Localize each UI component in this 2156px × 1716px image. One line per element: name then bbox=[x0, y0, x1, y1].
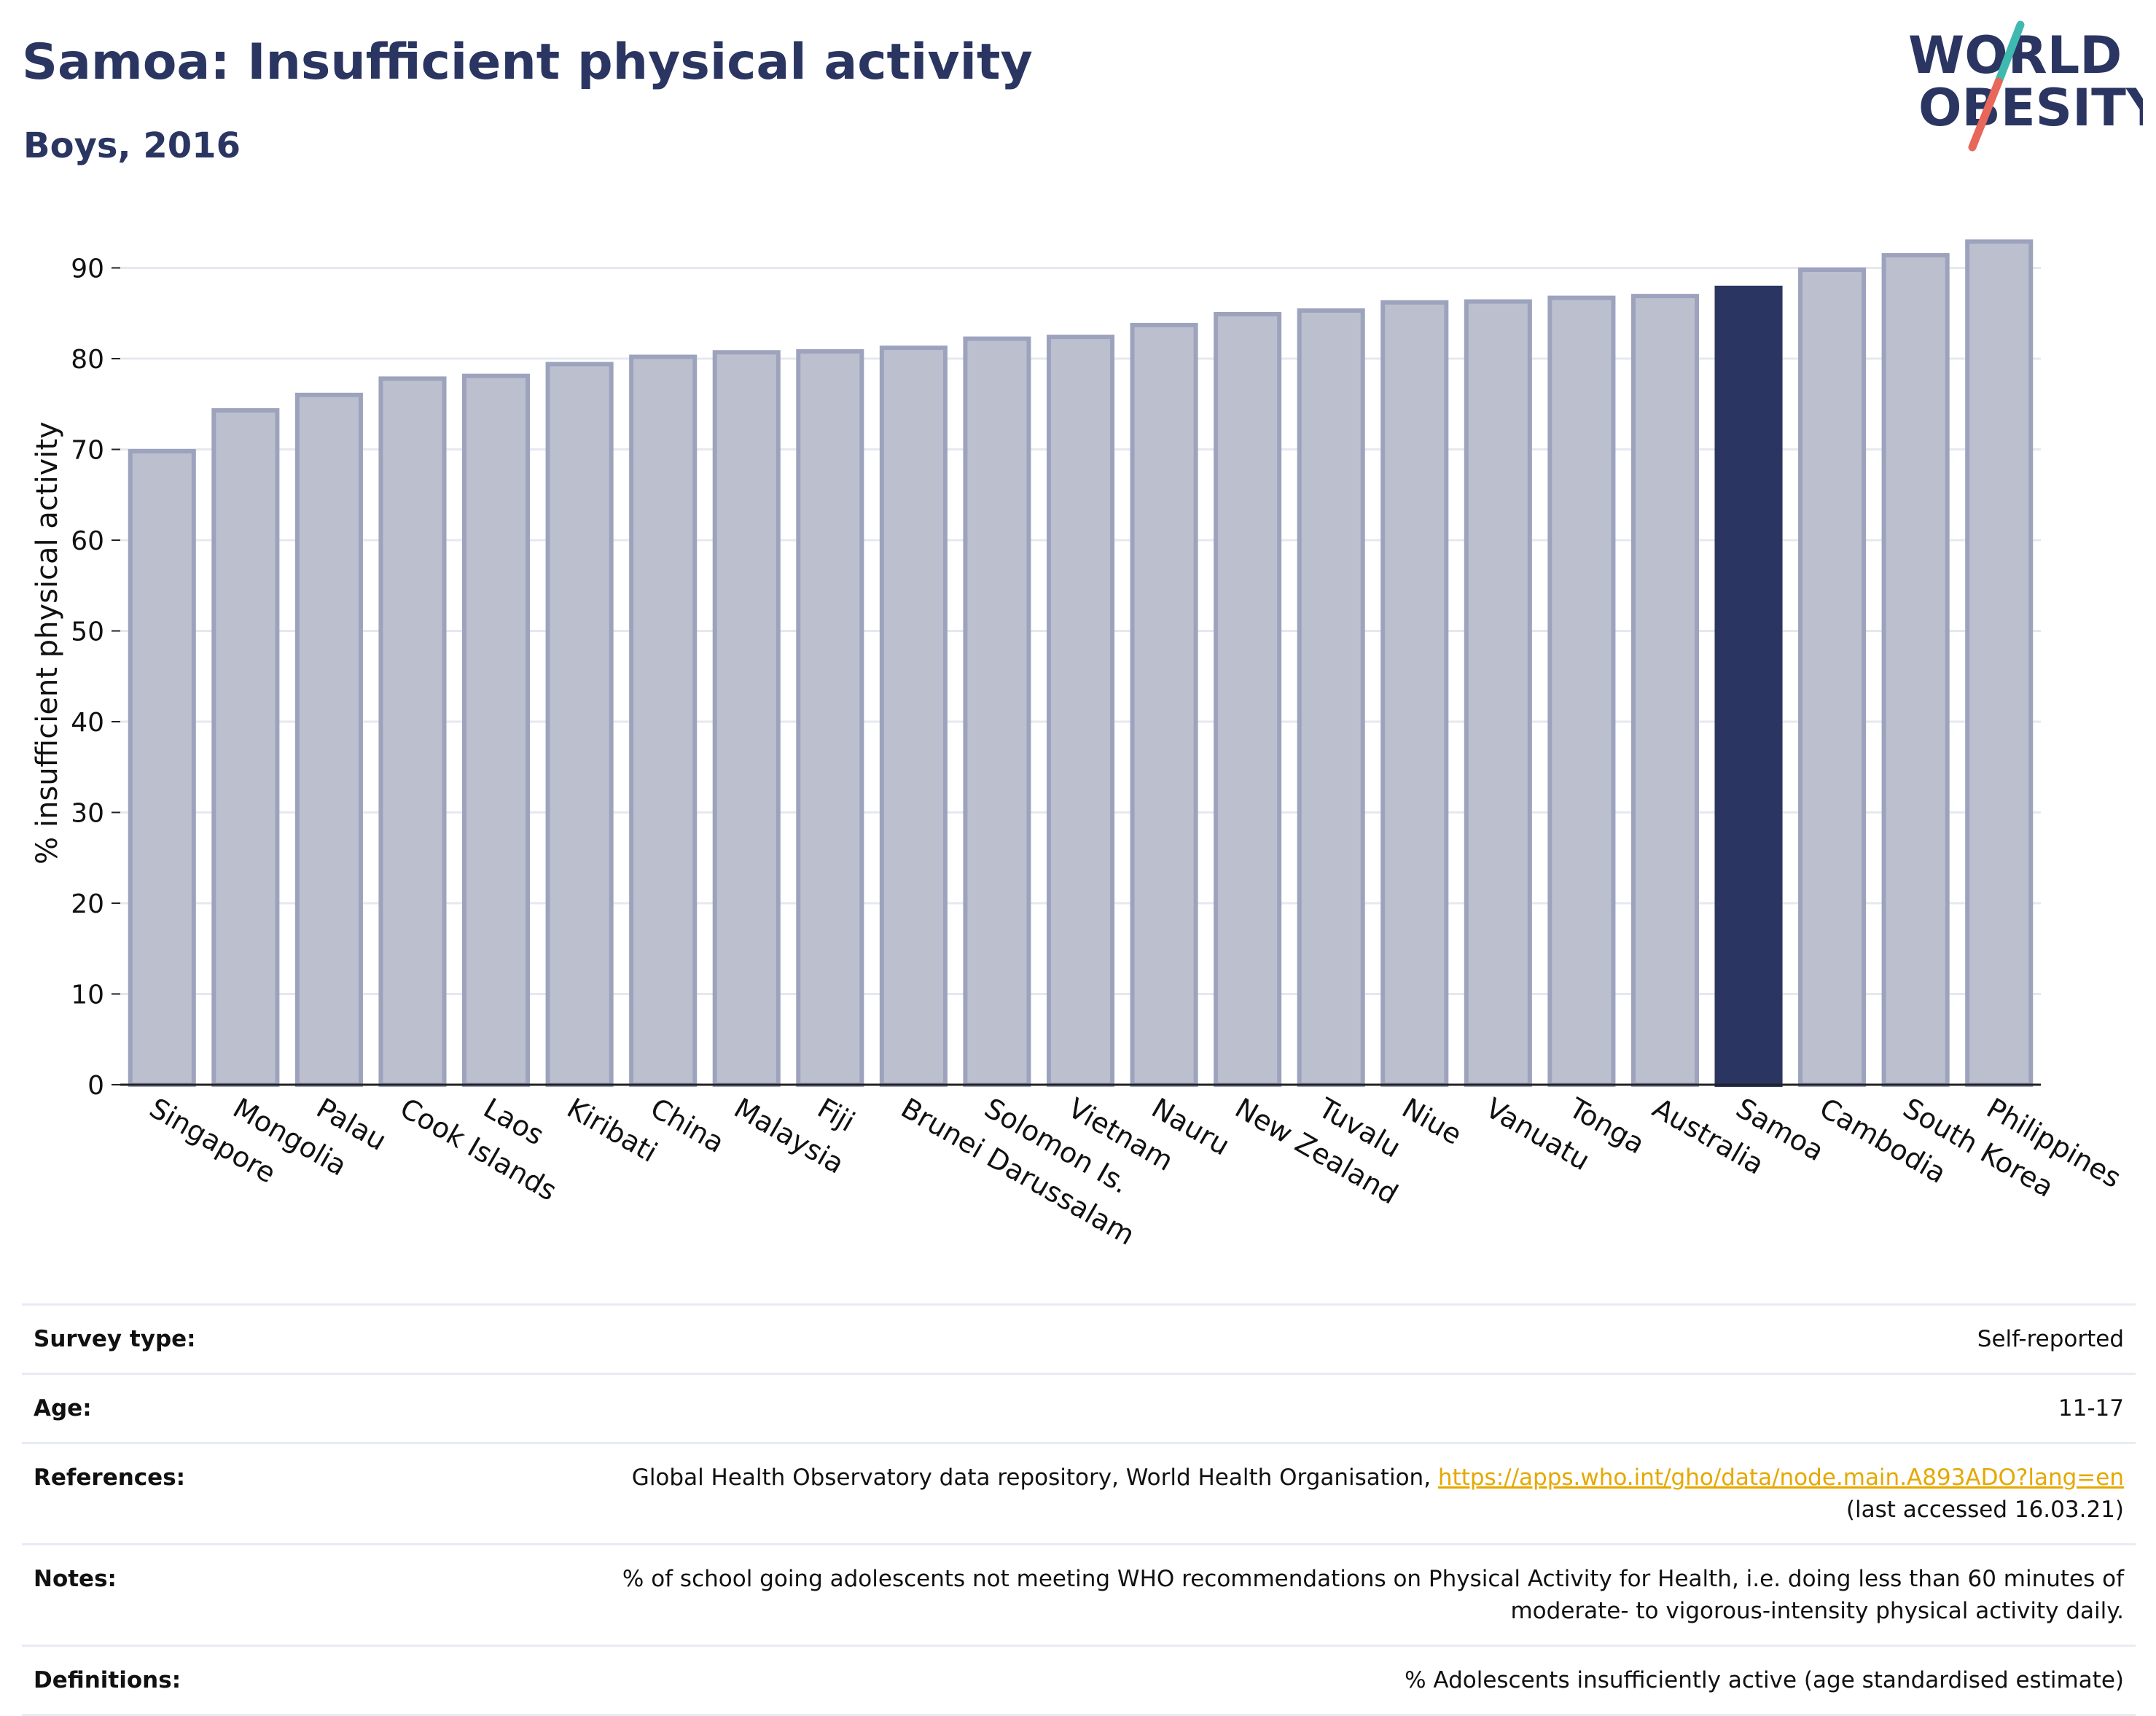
bar-chart: 0 10 20 30 40 50 60 70 80 90 SingaporeMongoliaPal… bbox=[31, 239, 2127, 1252]
notes-line-1: % of school going adolescents not meetin… bbox=[622, 1566, 2124, 1592]
bar-mongolia bbox=[211, 407, 280, 1087]
notes-value: % of school going adolescents not meetin… bbox=[555, 1545, 2136, 1646]
logo-slash-bottom bbox=[1968, 77, 2003, 152]
bar-brunei-darussalam bbox=[879, 346, 948, 1087]
survey-type-value: Self-reported bbox=[1977, 1326, 2124, 1352]
chart-title: Samoa: Insufficient physical activity bbox=[22, 34, 1033, 91]
references-text: Global Health Observatory data repositor… bbox=[631, 1465, 1438, 1491]
info-row-age: Age: 11-17 bbox=[22, 1373, 2136, 1443]
info-row-survey-type: Survey type: Self-reported bbox=[22, 1304, 2136, 1374]
x-tick-label: Fiji bbox=[812, 1092, 860, 1138]
y-tick-label: 20 bbox=[71, 889, 104, 919]
y-axis-label: % insufficient physical activity bbox=[31, 421, 64, 865]
y-tick-label: 70 bbox=[71, 436, 104, 466]
axes bbox=[112, 267, 2041, 1086]
y-tick-label: 10 bbox=[71, 980, 104, 1010]
y-tick-label: 0 bbox=[87, 1071, 104, 1101]
x-tick-label: Cook Islands bbox=[394, 1092, 562, 1207]
x-tick-label: Kiribati bbox=[562, 1092, 663, 1169]
bar-cook-islands bbox=[378, 376, 447, 1087]
bar-nauru bbox=[1130, 322, 1198, 1087]
info-table: Survey type: Self-reported Age: 11-17 Re… bbox=[22, 1303, 2136, 1716]
references-value: Global Health Observatory data repositor… bbox=[555, 1443, 2136, 1545]
y-tick-labels: 0 10 20 30 40 50 60 70 80 90 bbox=[71, 254, 104, 1101]
bar-australia bbox=[1630, 294, 1699, 1088]
bar-solomon-is bbox=[963, 336, 1031, 1087]
logo-line-2: OBESITY bbox=[1918, 78, 2143, 138]
bar-new-zealand bbox=[1214, 311, 1282, 1087]
y-tick-label: 80 bbox=[71, 345, 104, 375]
age-value: 11-17 bbox=[2058, 1395, 2124, 1421]
chart-subtitle: Boys, 2016 bbox=[23, 125, 241, 166]
y-tick-label: 50 bbox=[71, 617, 104, 647]
bar-niue bbox=[1380, 300, 1449, 1087]
references-label: References: bbox=[34, 1465, 186, 1491]
notes-line-2: moderate- to vigorous-intensity physical… bbox=[1510, 1598, 2124, 1624]
bar-laos bbox=[462, 373, 531, 1087]
definitions-value: % Adolescents insufficiently active (age… bbox=[1405, 1667, 2124, 1693]
bar-south-korea bbox=[1881, 253, 1950, 1088]
world-obesity-logo: WORLD OBESITY bbox=[1908, 20, 2143, 152]
y-tick-label: 90 bbox=[71, 254, 104, 284]
y-tick-label: 60 bbox=[71, 526, 104, 556]
x-tick-label: Niue bbox=[1397, 1092, 1467, 1151]
bar-philippines bbox=[1965, 239, 2034, 1087]
survey-type-label: Survey type: bbox=[34, 1326, 196, 1352]
bar-china bbox=[629, 354, 698, 1087]
bar-singapore bbox=[128, 448, 196, 1087]
notes-label: Notes: bbox=[34, 1566, 117, 1592]
bar-kiribati bbox=[545, 362, 614, 1088]
logo-slash-top bbox=[1994, 20, 2025, 86]
bars bbox=[128, 239, 2034, 1088]
bar-fiji bbox=[796, 349, 864, 1088]
age-label: Age: bbox=[34, 1395, 92, 1421]
references-accessed: (last accessed 16.03.21) bbox=[1846, 1497, 2124, 1523]
bar-vietnam bbox=[1046, 335, 1115, 1087]
y-tick-label: 40 bbox=[71, 708, 104, 738]
info-row-notes: Notes: % of school going adolescents not… bbox=[22, 1544, 2136, 1646]
bar-malaysia bbox=[712, 350, 781, 1088]
bar-samoa bbox=[1714, 285, 1783, 1087]
references-link[interactable]: https://apps.who.int/gho/data/node.main.… bbox=[1437, 1465, 2124, 1491]
bar-tuvalu bbox=[1297, 308, 1365, 1087]
info-row-references: References: Global Health Observatory da… bbox=[22, 1443, 2136, 1545]
bar-vanuatu bbox=[1464, 299, 1532, 1088]
y-tick-label: 30 bbox=[71, 799, 104, 829]
definitions-label: Definitions: bbox=[34, 1667, 181, 1693]
info-row-definitions: Definitions: % Adolescents insufficientl… bbox=[22, 1645, 2136, 1715]
bar-cambodia bbox=[1798, 267, 1867, 1087]
bar-palau bbox=[294, 392, 363, 1087]
bar-tonga bbox=[1547, 295, 1616, 1088]
